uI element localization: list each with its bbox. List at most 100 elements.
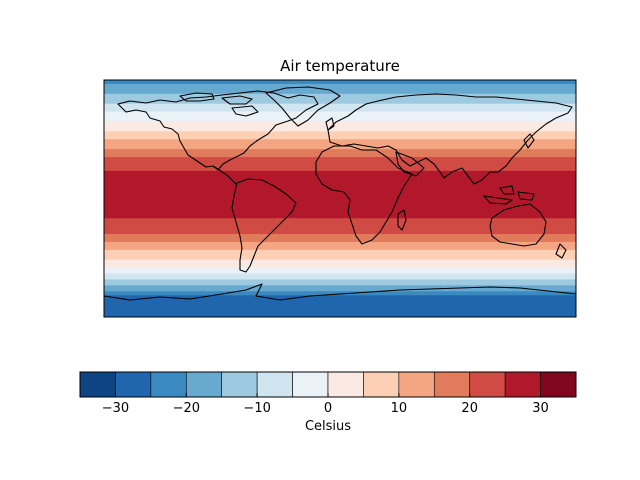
temperature-band [104, 206, 576, 209]
colorbar-segment [185, 371, 223, 398]
temperature-band [104, 113, 576, 117]
temperature-band [104, 226, 576, 229]
temperature-band [104, 232, 576, 235]
temperature-band [104, 131, 576, 134]
temperature-band [104, 230, 576, 233]
temperature-band [104, 117, 576, 121]
temperature-band [104, 293, 576, 296]
temperature-band [104, 85, 576, 89]
coastline-south-america [231, 178, 297, 273]
temperature-band [104, 133, 576, 136]
temperature-band [104, 139, 576, 142]
temperature-band [104, 251, 576, 255]
temperature-band [104, 313, 576, 316]
temperature-band [104, 269, 576, 273]
temperature-band [104, 295, 576, 298]
temperature-band [104, 162, 576, 166]
temperature-band [104, 125, 576, 128]
temperature-band [104, 212, 576, 215]
temperature-band [104, 273, 576, 277]
colorbar-label: Celsius [304, 419, 352, 434]
temperature-band [104, 89, 576, 93]
temperature-band [104, 159, 576, 162]
colorbar-tick-label: 20 [461, 401, 478, 416]
temperature-band [104, 202, 576, 206]
temperature-band [104, 311, 576, 314]
temperature-band [104, 299, 576, 302]
colorbar-tick-label: −30 [101, 401, 130, 416]
coastline-arctic-islands [179, 92, 259, 117]
coastline-antarctica [104, 283, 576, 301]
coastline-north-america [117, 90, 319, 171]
temperature-band [104, 87, 576, 91]
temperature-band [104, 170, 576, 174]
map-frame [103, 79, 577, 318]
temperature-band [104, 289, 576, 292]
coastlines [104, 86, 576, 301]
temperature-band [104, 147, 576, 150]
temperature-band [104, 178, 576, 182]
temperature-band [104, 166, 576, 170]
colorbar-segment [221, 371, 258, 398]
temperature-band [104, 196, 576, 200]
temperature-band [104, 157, 576, 160]
temperature-band [104, 95, 576, 99]
temperature-band [104, 155, 576, 158]
colorbar-segment [540, 371, 577, 398]
colorbar-segment [327, 371, 364, 398]
coastline-australia [489, 203, 547, 247]
chart-title: Air temperature [280, 57, 400, 75]
temperature-band [104, 97, 576, 101]
temperature-band [104, 99, 576, 103]
temperature-band [104, 81, 576, 85]
colorbar-tick-label: 0 [323, 401, 333, 416]
temperature-band [104, 93, 576, 97]
temperature-band [104, 247, 576, 251]
temperature-band [104, 141, 576, 144]
temperature-band [104, 305, 576, 308]
temperature-band [104, 216, 576, 219]
temperature-band [104, 297, 576, 300]
temperature-band [104, 109, 576, 113]
temperature-band [104, 253, 576, 257]
coastline-arabia [395, 151, 425, 177]
temperature-band [104, 315, 576, 317]
temperature-band [104, 135, 576, 138]
temperature-band [104, 111, 576, 115]
temperature-band [104, 222, 576, 225]
temperature-band [104, 241, 576, 245]
temperature-band [104, 200, 576, 204]
temperature-band [104, 123, 576, 127]
colorbar-segment [115, 371, 152, 398]
temperature-field [104, 80, 576, 317]
temperature-band [104, 224, 576, 227]
temperature-band [104, 287, 576, 290]
temperature-band [104, 143, 576, 146]
temperature-band [104, 218, 576, 221]
coastline-new-zealand [555, 243, 567, 259]
temperature-band [104, 129, 576, 132]
temperature-band [104, 188, 576, 192]
temperature-band [104, 194, 576, 198]
temperature-band [104, 174, 576, 178]
temperature-band [104, 249, 576, 253]
temperature-band [104, 172, 576, 176]
temperature-band [104, 263, 576, 267]
temperature-band [104, 214, 576, 217]
temperature-band [104, 301, 576, 304]
temperature-band [104, 307, 576, 310]
temperature-band [104, 149, 576, 152]
colorbar-segment [469, 371, 506, 398]
temperature-band [104, 208, 576, 211]
coastline-british-isles [325, 117, 335, 131]
temperature-band [104, 283, 576, 286]
colorbar-tick-label: 30 [532, 401, 549, 416]
colorbar-segment [363, 371, 400, 398]
temperature-band [104, 160, 576, 164]
coastline-africa [315, 145, 413, 245]
coastline-indonesia [483, 185, 535, 205]
temperature-band [104, 281, 576, 285]
colorbar-segment [79, 371, 116, 398]
temperature-band [104, 291, 576, 294]
colorbar-segment [292, 371, 329, 398]
